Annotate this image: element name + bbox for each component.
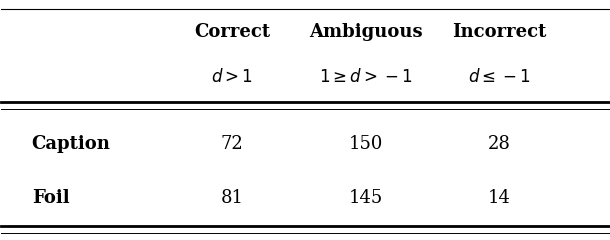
Text: 28: 28: [488, 135, 511, 153]
Text: Caption: Caption: [32, 135, 110, 153]
Text: $1 \geq d > -1$: $1 \geq d > -1$: [319, 68, 412, 86]
Text: $d \leq -1$: $d \leq -1$: [468, 68, 531, 86]
Text: Ambiguous: Ambiguous: [309, 23, 423, 41]
Text: Incorrect: Incorrect: [452, 23, 547, 41]
Text: Correct: Correct: [194, 23, 270, 41]
Text: 81: 81: [221, 189, 243, 207]
Text: $d > 1$: $d > 1$: [211, 68, 253, 86]
Text: Foil: Foil: [32, 189, 70, 207]
Text: 72: 72: [221, 135, 243, 153]
Text: 150: 150: [348, 135, 383, 153]
Text: 145: 145: [348, 189, 383, 207]
Text: 14: 14: [488, 189, 511, 207]
